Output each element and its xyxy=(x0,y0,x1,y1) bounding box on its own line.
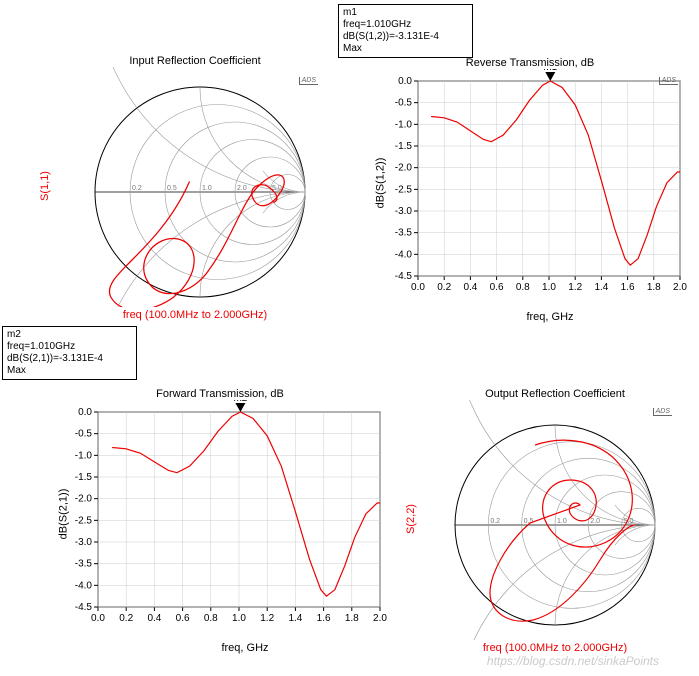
svg-text:2.0: 2.0 xyxy=(590,518,600,525)
smith-s11-chart: 0.20.51.02.05.0 xyxy=(70,67,340,307)
reverse-trans-chart: 0.0 0.2 0.4 0.6 0.8 1.0 1.2 1.4 1.6 1.8 2.0 0.0 -0.5… xyxy=(370,69,690,309)
svg-text:0.0: 0.0 xyxy=(78,407,92,418)
svg-text:0.2: 0.2 xyxy=(437,282,451,293)
m1-val: dB(S(1,2))=-3.131E-4 xyxy=(343,31,468,43)
svg-text:-3.0: -3.0 xyxy=(75,537,93,548)
m1-freq: freq=1.010GHz xyxy=(343,19,468,31)
smith-s22-xlabel: freq (100.0MHz to 2.000GHz) xyxy=(410,642,699,654)
svg-text:-1.5: -1.5 xyxy=(75,472,93,483)
svg-text:0.6: 0.6 xyxy=(490,282,504,293)
svg-text:1.8: 1.8 xyxy=(345,613,359,624)
svg-text:-4.5: -4.5 xyxy=(395,271,413,282)
svg-text:0.0: 0.0 xyxy=(411,282,425,293)
svg-text:0.2: 0.2 xyxy=(119,613,133,624)
svg-text:0.4: 0.4 xyxy=(463,282,477,293)
svg-text:0.4: 0.4 xyxy=(147,613,161,624)
reverse-trans-ylabel: dB(S(1,2)) xyxy=(374,158,386,209)
smith-s22-chart: 0.20.51.02.05.0 xyxy=(430,400,690,640)
smith-s22-title: Output Reflection Coefficient xyxy=(410,388,699,400)
forward-trans-xlabel: freq, GHz xyxy=(100,642,390,654)
watermark-text: https://blog.csdn.net/sinkaPoints xyxy=(487,654,659,668)
svg-text:2.0: 2.0 xyxy=(673,282,687,293)
svg-text:-0.5: -0.5 xyxy=(395,98,413,109)
svg-text:-2.0: -2.0 xyxy=(395,163,413,174)
svg-text:0.8: 0.8 xyxy=(516,282,530,293)
smith-s11-panel: Input Reflection Coefficient ADS 0.2 0.5 1… xyxy=(40,55,350,321)
forward-trans-ylabel: dB(S(2,1)) xyxy=(57,489,69,540)
marker-m2-box: m2 freq=1.010GHz dB(S(2,1))=-3.131E-4 Ma… xyxy=(2,326,137,380)
ads-badge: ADS xyxy=(653,408,672,416)
reverse-trans-title: Reverse Transmission, dB xyxy=(370,57,690,69)
svg-text:0.5: 0.5 xyxy=(167,185,177,192)
reverse-trans-panel: Reverse Transmission, dB ADS 0.00.20.40.… xyxy=(370,57,690,323)
svg-text:-2.0: -2.0 xyxy=(75,494,93,505)
m2-freq: freq=1.010GHz xyxy=(7,341,132,353)
svg-text:1.6: 1.6 xyxy=(621,282,635,293)
svg-text:0.0: 0.0 xyxy=(398,76,412,87)
svg-text:0.8: 0.8 xyxy=(204,613,218,624)
svg-text:-2.5: -2.5 xyxy=(75,515,93,526)
svg-text:1.8: 1.8 xyxy=(647,282,661,293)
svg-text:1.4: 1.4 xyxy=(288,613,302,624)
smith-s11-ylabel: S(1,1) xyxy=(39,171,51,201)
svg-text:1.2: 1.2 xyxy=(260,613,274,624)
svg-text:-3.5: -3.5 xyxy=(395,228,413,239)
forward-trans-panel: Forward Transmission, dB 0.0 0.2 0.4 0.6 0.8… xyxy=(50,388,390,654)
svg-text:1.0: 1.0 xyxy=(557,518,567,525)
m2-val: dB(S(2,1))=-3.131E-4 xyxy=(7,353,132,365)
ads-badge: ADS xyxy=(659,77,678,85)
svg-text:0.0: 0.0 xyxy=(91,613,105,624)
svg-text:-4.5: -4.5 xyxy=(75,602,93,613)
svg-text:-1.0: -1.0 xyxy=(75,450,93,461)
svg-text:2.0: 2.0 xyxy=(237,185,247,192)
svg-text:-3.5: -3.5 xyxy=(75,559,93,570)
svg-text:-2.5: -2.5 xyxy=(395,184,413,195)
m2-max: Max xyxy=(7,365,132,377)
svg-text:m2: m2 xyxy=(233,400,247,404)
smith-s22-panel: Output Reflection Coefficient ADS 0.20.5… xyxy=(410,388,699,654)
marker-m1-box: m1 freq=1.010GHz dB(S(1,2))=-3.131E-4 Ma… xyxy=(338,4,473,58)
m1-name: m1 xyxy=(343,7,468,19)
svg-text:1.6: 1.6 xyxy=(317,613,331,624)
smith-s22-ylabel: S(2,2) xyxy=(405,504,417,534)
svg-text:1.4: 1.4 xyxy=(594,282,608,293)
svg-text:2.0: 2.0 xyxy=(373,613,387,624)
m2-name: m2 xyxy=(7,329,132,341)
smith-s11-xlabel: freq (100.0MHz to 2.000GHz) xyxy=(40,309,350,321)
svg-text:1.0: 1.0 xyxy=(232,613,246,624)
reverse-trans-xlabel: freq, GHz xyxy=(410,311,690,323)
svg-text:-3.0: -3.0 xyxy=(395,206,413,217)
svg-text:1.2: 1.2 xyxy=(568,282,582,293)
svg-text:-0.5: -0.5 xyxy=(75,429,93,440)
svg-text:0.2: 0.2 xyxy=(132,185,142,192)
forward-trans-title: Forward Transmission, dB xyxy=(50,388,390,400)
smith-s11-title: Input Reflection Coefficient xyxy=(40,55,350,67)
svg-text:m1: m1 xyxy=(543,69,557,73)
svg-text:-1.5: -1.5 xyxy=(395,141,413,152)
svg-text:-1.0: -1.0 xyxy=(395,119,413,130)
svg-text:-4.0: -4.0 xyxy=(395,249,413,260)
svg-text:0.2: 0.2 xyxy=(490,518,500,525)
m1-max: Max xyxy=(343,43,468,55)
forward-trans-chart: 0.0 0.2 0.4 0.6 0.8 1.0 1.2 1.4 1.6 1.8 2.0 0.0 -0.5… xyxy=(50,400,390,640)
ads-badge: ADS xyxy=(299,77,318,85)
svg-text:0.6: 0.6 xyxy=(176,613,190,624)
svg-text:1.0: 1.0 xyxy=(202,185,212,192)
svg-text:-4.0: -4.0 xyxy=(75,580,93,591)
svg-text:1.0: 1.0 xyxy=(542,282,556,293)
